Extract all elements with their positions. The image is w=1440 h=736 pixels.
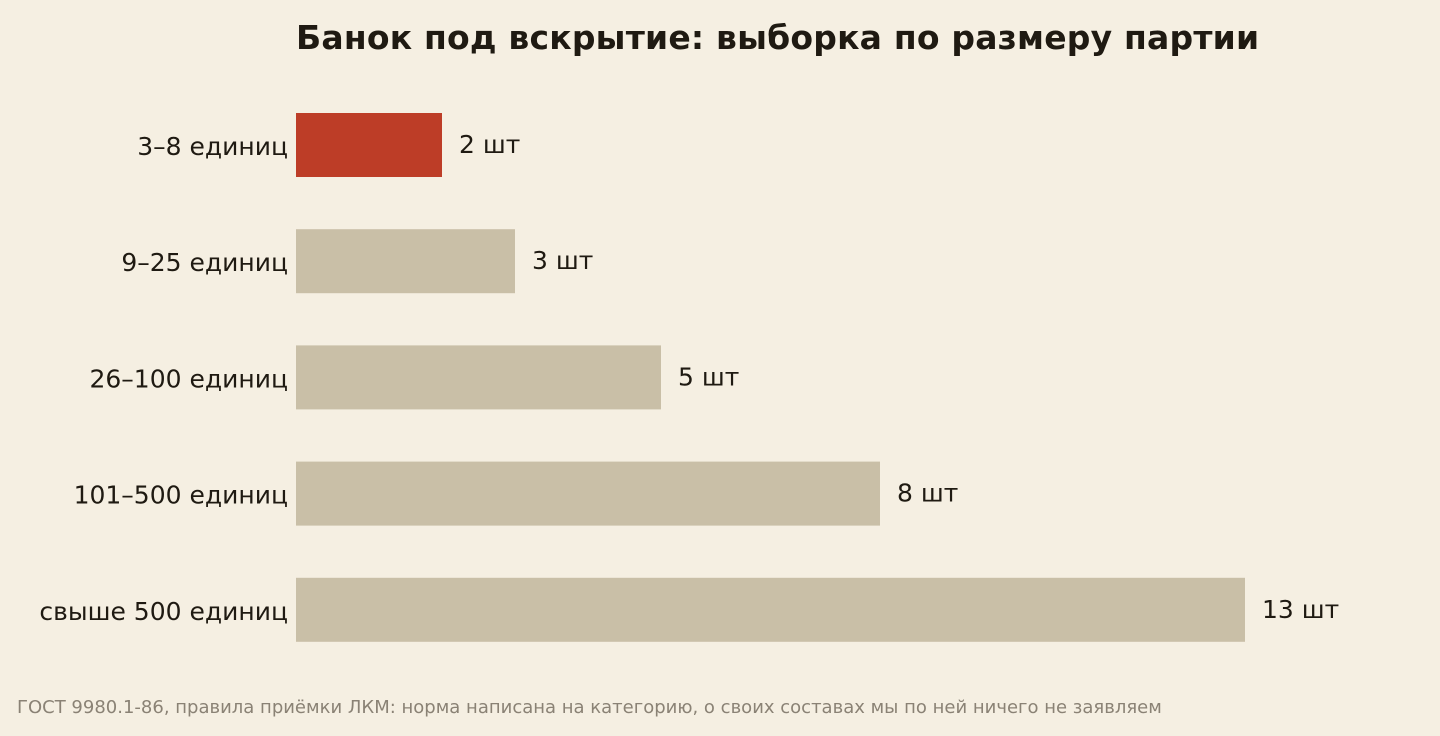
value-label-2: 5 шт xyxy=(678,362,739,391)
value-label-4: 13 шт xyxy=(1262,595,1339,624)
bar-0 xyxy=(296,113,442,177)
source-note: ГОСТ 9980.1-86, правила приёмки ЛКМ: нор… xyxy=(17,697,1162,718)
value-label-0: 2 шт xyxy=(459,130,520,159)
bar-2 xyxy=(296,345,661,410)
value-label-3: 8 шт xyxy=(897,479,958,508)
category-label-4: свыше 500 единиц xyxy=(39,597,288,626)
chart-title: Банок под вскрытие: выборка по размеру п… xyxy=(296,18,1260,57)
category-label-1: 9–25 единиц xyxy=(121,248,288,277)
category-label-3: 101–500 единиц xyxy=(74,481,288,510)
bar-4 xyxy=(296,577,1245,642)
bar-1 xyxy=(296,229,515,294)
bar-3 xyxy=(296,461,880,526)
category-label-2: 26–100 единиц xyxy=(90,364,289,393)
value-label-1: 3 шт xyxy=(532,246,593,275)
category-label-0: 3–8 единиц xyxy=(137,132,288,161)
